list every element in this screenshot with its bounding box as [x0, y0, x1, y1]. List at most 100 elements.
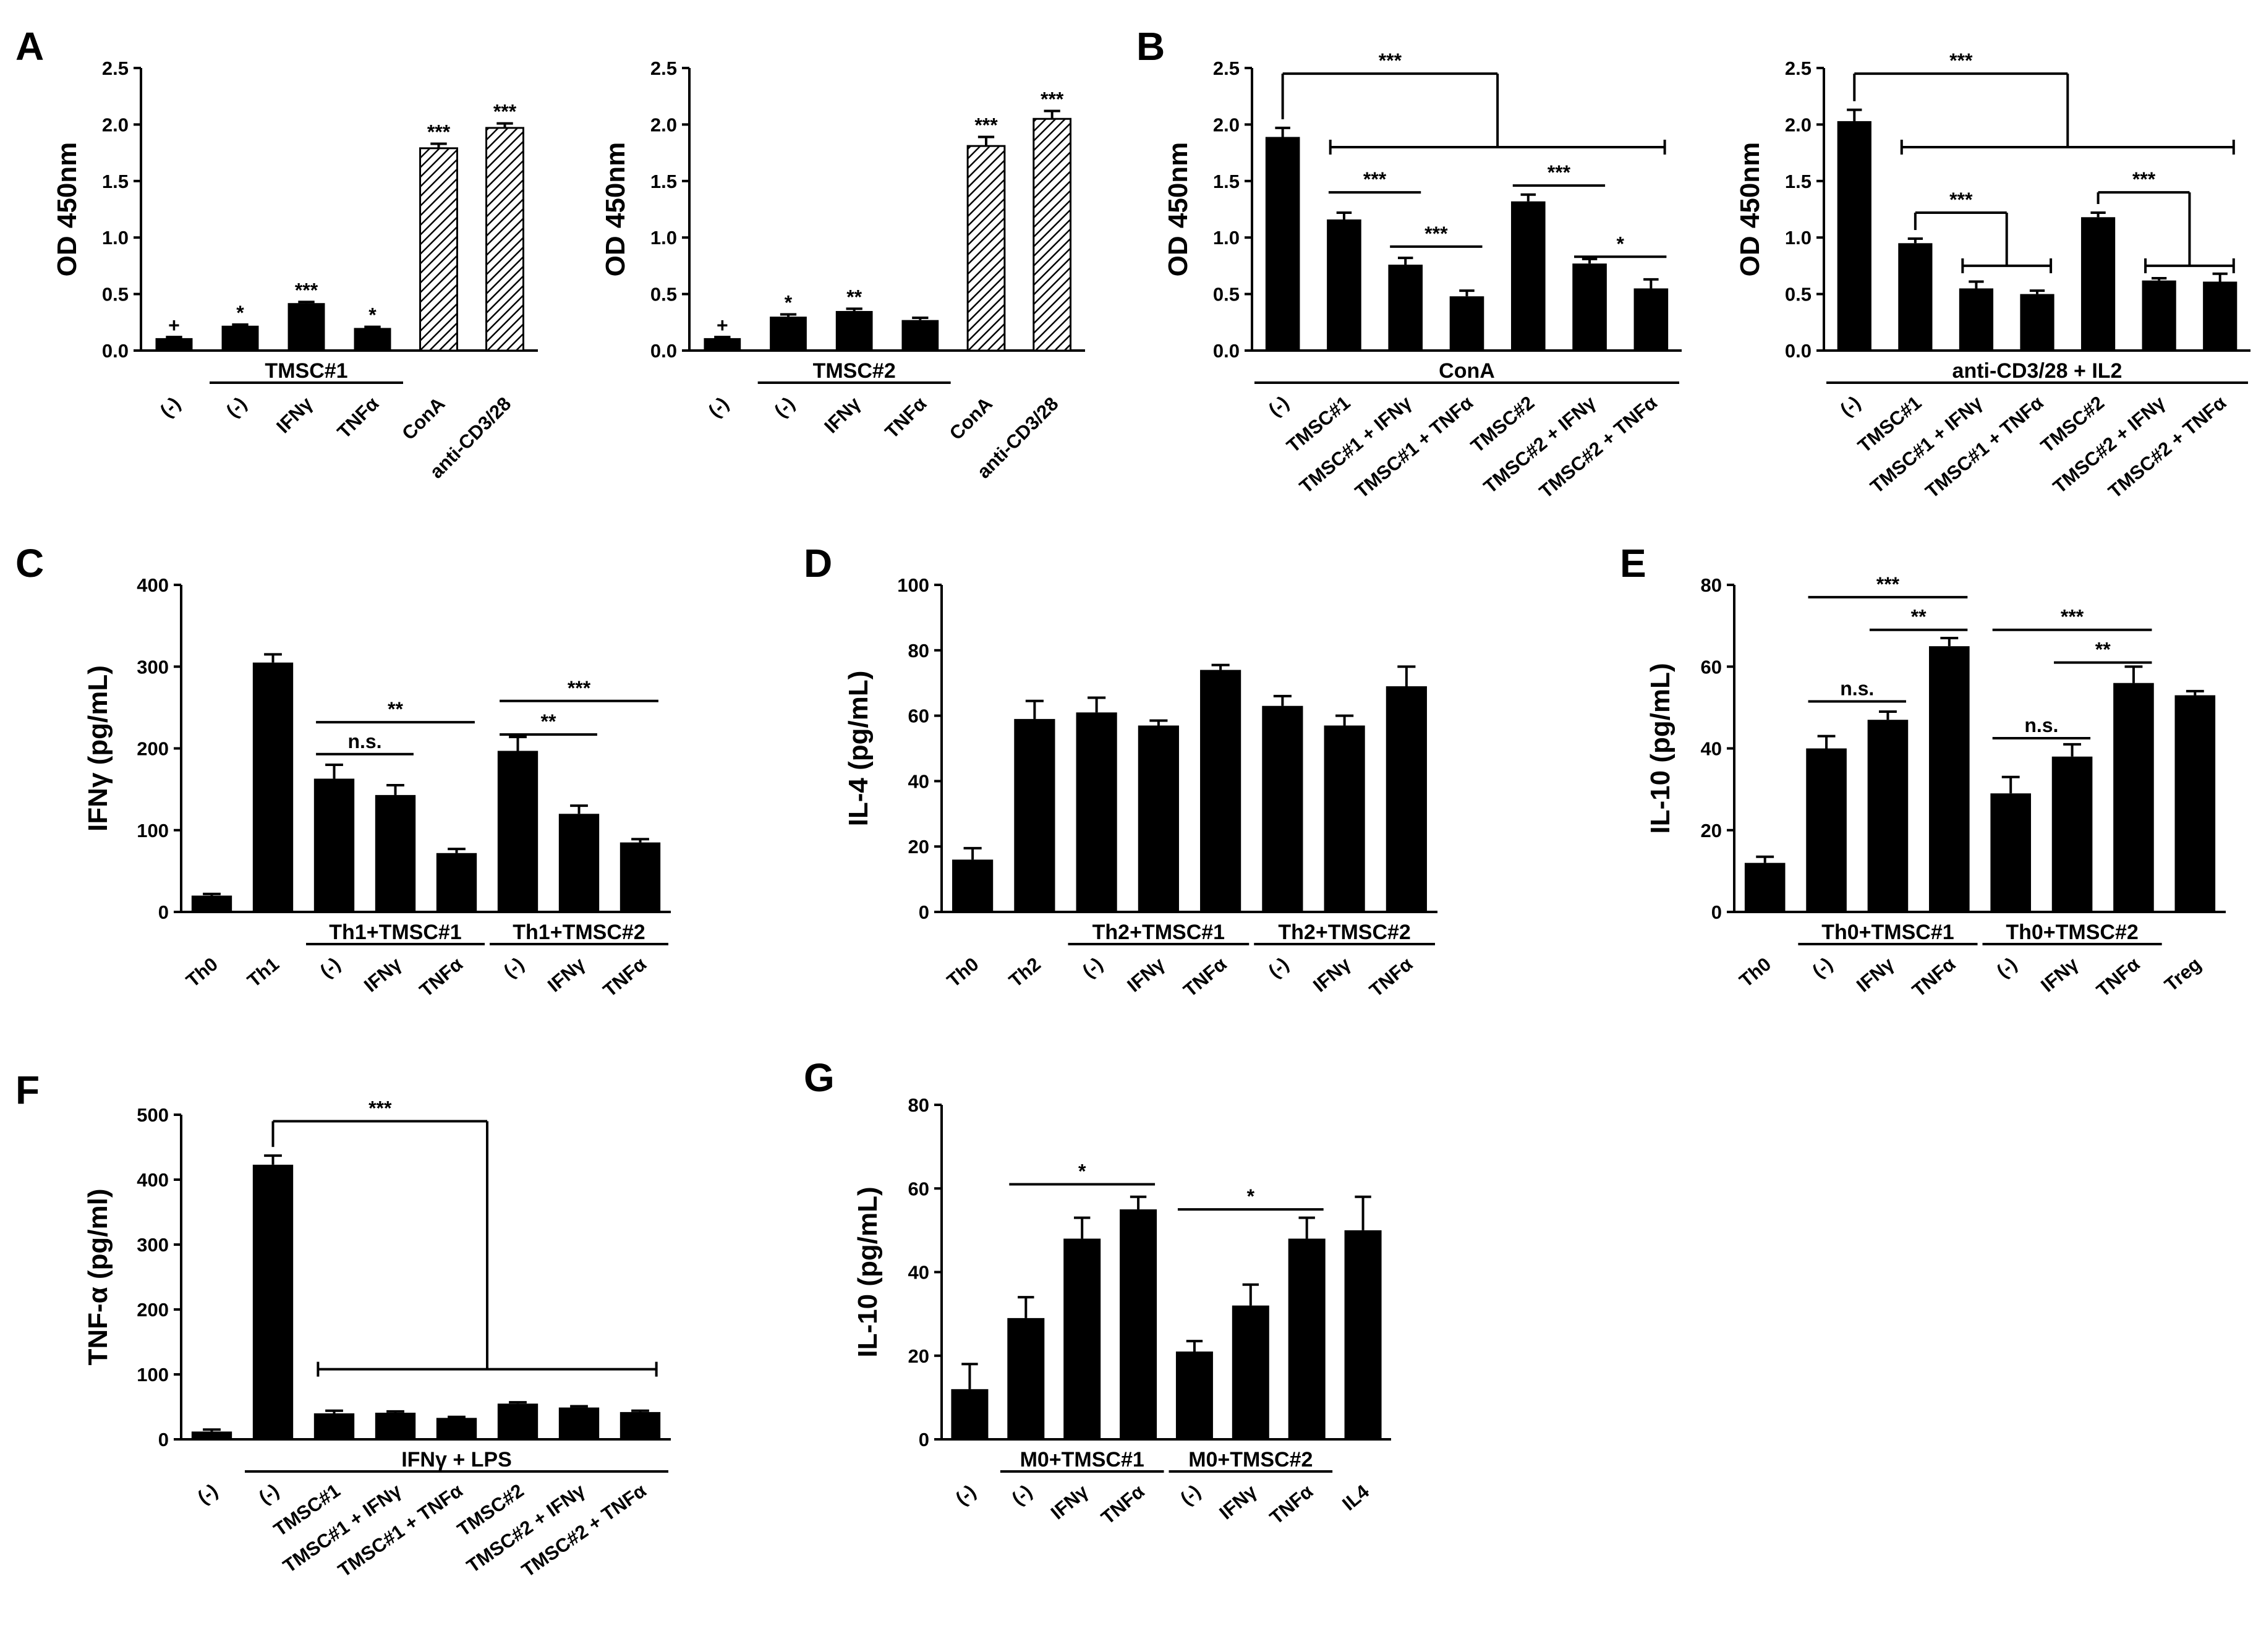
bar: [1076, 712, 1117, 912]
y-axis-label: OD 450nm: [1735, 142, 1765, 277]
bar: [704, 338, 741, 351]
chart-a2: 0.00.51.01.52.02.5OD 450nm+* ********(-)(…: [600, 57, 1085, 483]
category-label: Th2: [1005, 953, 1045, 992]
category-label: Th0: [182, 953, 222, 992]
group-label: Th1+TMSC#1: [329, 921, 461, 944]
bar: [287, 303, 325, 351]
y-tick-label: 500: [137, 1104, 169, 1126]
group-label: Th0+TMSC#2: [2006, 921, 2138, 944]
significance-label: **: [1911, 606, 1927, 628]
bar: [770, 317, 807, 351]
bar: [558, 1407, 600, 1439]
bar: [1327, 219, 1361, 351]
y-tick-label: 100: [137, 1364, 169, 1386]
y-tick-label: 0: [158, 1429, 169, 1450]
bar: [1063, 1238, 1101, 1439]
bar: [1138, 725, 1179, 912]
category-label: (-): [1008, 1481, 1036, 1510]
y-tick-label: 300: [137, 656, 169, 678]
bar: [375, 1412, 416, 1439]
category-label: (-): [770, 393, 799, 422]
significance-label: ***: [568, 677, 591, 699]
bar: [2142, 280, 2176, 351]
category-label: (-): [1992, 953, 2020, 982]
y-axis-label: OD 450nm: [52, 142, 82, 277]
bar: [835, 311, 873, 351]
bar: [1014, 718, 1055, 912]
group-label: Th2+TMSC#1: [1092, 921, 1225, 944]
bar: [901, 320, 939, 351]
significance-label: *: [1078, 1160, 1086, 1182]
y-axis-label: IFNγ (pg/mL): [83, 665, 113, 832]
y-tick-label: 1.5: [650, 171, 677, 192]
significance-label: ***: [1363, 168, 1387, 190]
bar: [436, 1418, 477, 1439]
y-tick-label: 2.0: [650, 114, 677, 135]
bar: [1386, 686, 1427, 912]
bar-significance-label: ***: [1041, 88, 1064, 110]
y-tick-label: 2.0: [102, 114, 129, 135]
significance-label: ***: [1424, 223, 1448, 245]
y-tick-label: 200: [137, 738, 169, 760]
bar: [155, 338, 193, 351]
bar-significance-label: *: [785, 292, 793, 314]
category-label: (-): [1078, 953, 1107, 982]
significance-label: ***: [368, 1097, 392, 1120]
group-label: Th0+TMSC#1: [1821, 921, 1954, 944]
bar: [966, 145, 1006, 352]
significance-label: ***: [1949, 189, 1973, 211]
chart-a1: 0.00.51.01.52.02.5OD 450nm+***********(-…: [52, 57, 538, 483]
y-tick-label: 60: [908, 705, 929, 727]
category-label: TNFα: [333, 393, 383, 443]
significance-label: ***: [1379, 49, 1402, 72]
bar: [1449, 296, 1484, 351]
y-tick-label: 20: [908, 1345, 929, 1367]
y-tick-label: 1.5: [1785, 171, 1812, 192]
chart-b1: 0.00.51.01.52.02.5OD 450nm(-)TMSC#1TMSC#…: [1163, 49, 1682, 503]
y-tick-label: 1.0: [102, 227, 129, 249]
bar-significance-label: ***: [974, 114, 998, 137]
bar-significance-label: *: [236, 302, 244, 324]
bar: [2080, 217, 2116, 351]
bar: [497, 1403, 539, 1439]
y-tick-label: 80: [908, 1094, 929, 1116]
y-tick-label: 0.0: [1785, 340, 1812, 362]
y-tick-label: 300: [137, 1234, 169, 1256]
category-label: (-): [222, 393, 251, 422]
y-axis-label: IL-4 (pg/mL): [843, 671, 874, 827]
bar: [2113, 683, 2154, 912]
category-label: TNFα: [1179, 953, 1230, 1002]
y-tick-label: 0.0: [1213, 340, 1240, 362]
y-tick-label: 0.0: [650, 340, 677, 362]
significance-label: ***: [1876, 573, 1900, 595]
category-label: ConA: [945, 393, 997, 444]
bar: [1867, 720, 1909, 912]
y-tick-label: 200: [137, 1299, 169, 1321]
bar: [620, 842, 661, 912]
category-label: (-): [1836, 392, 1865, 421]
bar: [2020, 294, 2054, 351]
bar: [1990, 793, 2031, 912]
bar: [497, 751, 539, 912]
significance-label: n.s.: [2024, 714, 2058, 736]
category-label: TNFα: [1266, 1481, 1317, 1529]
category-label: Th0: [1735, 953, 1775, 992]
y-tick-label: 100: [897, 574, 929, 596]
significance-label: *: [1616, 232, 1624, 255]
bar: [1007, 1318, 1045, 1439]
group-label: TMSC#2: [813, 359, 896, 383]
group-label: anti-CD3/28 + IL2: [1952, 359, 2123, 383]
bar: [1388, 265, 1423, 351]
y-tick-label: 1.5: [1213, 171, 1240, 192]
bar-significance-label: ***: [493, 101, 517, 123]
bar: [1033, 117, 1072, 352]
y-tick-label: 2.0: [1785, 114, 1812, 135]
category-label: (-): [1264, 953, 1293, 982]
group-label: Th1+TMSC#2: [513, 921, 645, 944]
bar: [1288, 1238, 1326, 1439]
y-tick-label: 400: [137, 1169, 169, 1191]
category-label: (-): [952, 1481, 980, 1510]
